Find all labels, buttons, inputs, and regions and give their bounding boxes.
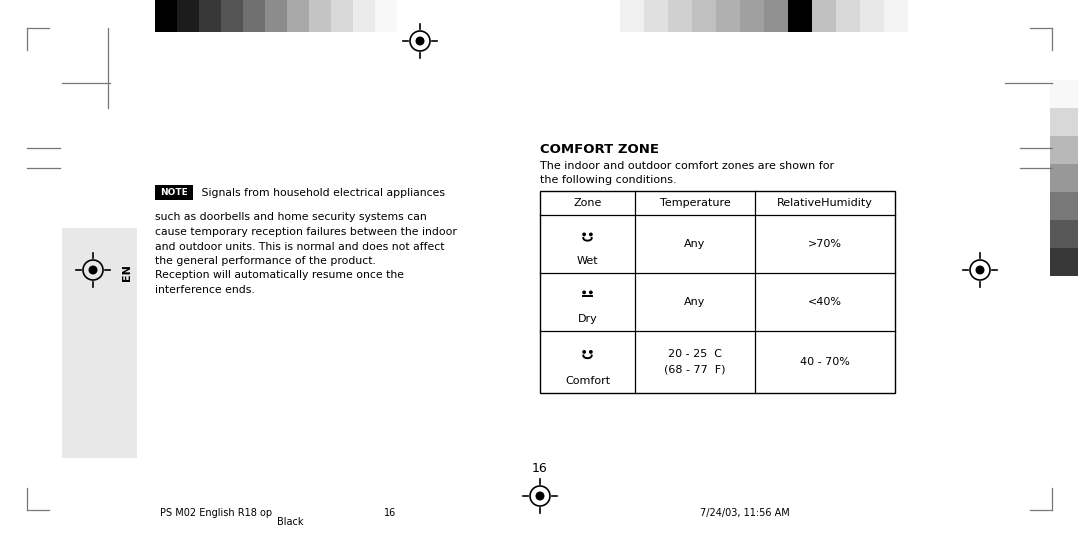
Text: Any: Any bbox=[685, 239, 705, 249]
Bar bbox=[669, 0, 692, 32]
Text: such as doorbells and home security systems can: such as doorbells and home security syst… bbox=[156, 213, 427, 223]
Circle shape bbox=[583, 233, 585, 236]
Bar bbox=[1050, 248, 1078, 276]
Bar bbox=[540, 191, 895, 393]
Circle shape bbox=[590, 233, 592, 236]
Text: 20 - 25  C: 20 - 25 C bbox=[669, 349, 723, 359]
Text: 16: 16 bbox=[383, 508, 396, 518]
Text: the general performance of the product.: the general performance of the product. bbox=[156, 256, 376, 266]
Circle shape bbox=[583, 351, 585, 353]
Circle shape bbox=[590, 351, 592, 353]
Bar bbox=[788, 0, 812, 32]
Text: cause temporary reception failures between the indoor: cause temporary reception failures betwe… bbox=[156, 227, 457, 237]
Circle shape bbox=[590, 291, 592, 294]
Bar bbox=[644, 0, 669, 32]
Bar bbox=[836, 0, 860, 32]
Bar bbox=[1050, 164, 1078, 192]
Bar bbox=[692, 0, 716, 32]
Bar bbox=[353, 0, 375, 32]
Bar bbox=[243, 0, 265, 32]
Text: the following conditions.: the following conditions. bbox=[540, 175, 677, 185]
Text: The indoor and outdoor comfort zones are shown for: The indoor and outdoor comfort zones are… bbox=[540, 161, 834, 171]
Text: NOTE: NOTE bbox=[160, 188, 188, 197]
Text: Zone: Zone bbox=[573, 198, 602, 208]
Bar bbox=[716, 0, 740, 32]
Text: 16: 16 bbox=[532, 462, 548, 475]
Text: Black: Black bbox=[276, 517, 303, 527]
Bar bbox=[199, 0, 221, 32]
Bar bbox=[221, 0, 243, 32]
Text: Reception will automatically resume once the: Reception will automatically resume once… bbox=[156, 271, 404, 280]
Bar bbox=[740, 0, 764, 32]
Text: 7/24/03, 11:56 AM: 7/24/03, 11:56 AM bbox=[700, 508, 789, 518]
Bar bbox=[156, 0, 177, 32]
Bar bbox=[1050, 220, 1078, 248]
Bar bbox=[1050, 80, 1078, 108]
Text: interference ends.: interference ends. bbox=[156, 285, 255, 295]
Text: Comfort: Comfort bbox=[565, 376, 610, 386]
Text: Signals from household electrical appliances: Signals from household electrical applia… bbox=[198, 188, 445, 197]
Circle shape bbox=[976, 266, 984, 274]
Text: PS M02 English R18 op: PS M02 English R18 op bbox=[160, 508, 272, 518]
Bar bbox=[62, 228, 137, 458]
Circle shape bbox=[416, 37, 423, 45]
Bar bbox=[1050, 192, 1078, 220]
Bar bbox=[620, 0, 644, 32]
Text: Temperature: Temperature bbox=[660, 198, 730, 208]
Bar bbox=[764, 0, 788, 32]
Text: <40%: <40% bbox=[808, 297, 842, 307]
Bar bbox=[330, 0, 353, 32]
Text: Wet: Wet bbox=[577, 257, 598, 266]
Bar bbox=[156, 185, 193, 200]
Text: Any: Any bbox=[685, 297, 705, 307]
Text: 40 - 70%: 40 - 70% bbox=[800, 357, 850, 367]
Bar bbox=[860, 0, 885, 32]
Circle shape bbox=[583, 291, 585, 294]
Text: >70%: >70% bbox=[808, 239, 842, 249]
Text: RelativeHumidity: RelativeHumidity bbox=[778, 198, 873, 208]
Bar bbox=[177, 0, 199, 32]
Bar bbox=[375, 0, 397, 32]
Bar bbox=[309, 0, 330, 32]
Text: Dry: Dry bbox=[578, 314, 597, 324]
Bar bbox=[885, 0, 908, 32]
Text: (68 - 77  F): (68 - 77 F) bbox=[664, 365, 726, 375]
Bar bbox=[265, 0, 287, 32]
Circle shape bbox=[536, 492, 544, 500]
Bar bbox=[1050, 108, 1078, 136]
Text: EN: EN bbox=[122, 265, 132, 281]
Bar bbox=[1050, 136, 1078, 164]
Bar bbox=[287, 0, 309, 32]
Circle shape bbox=[90, 266, 97, 274]
Text: and outdoor units. This is normal and does not affect: and outdoor units. This is normal and do… bbox=[156, 242, 445, 251]
Bar bbox=[812, 0, 836, 32]
Text: COMFORT ZONE: COMFORT ZONE bbox=[540, 143, 659, 156]
